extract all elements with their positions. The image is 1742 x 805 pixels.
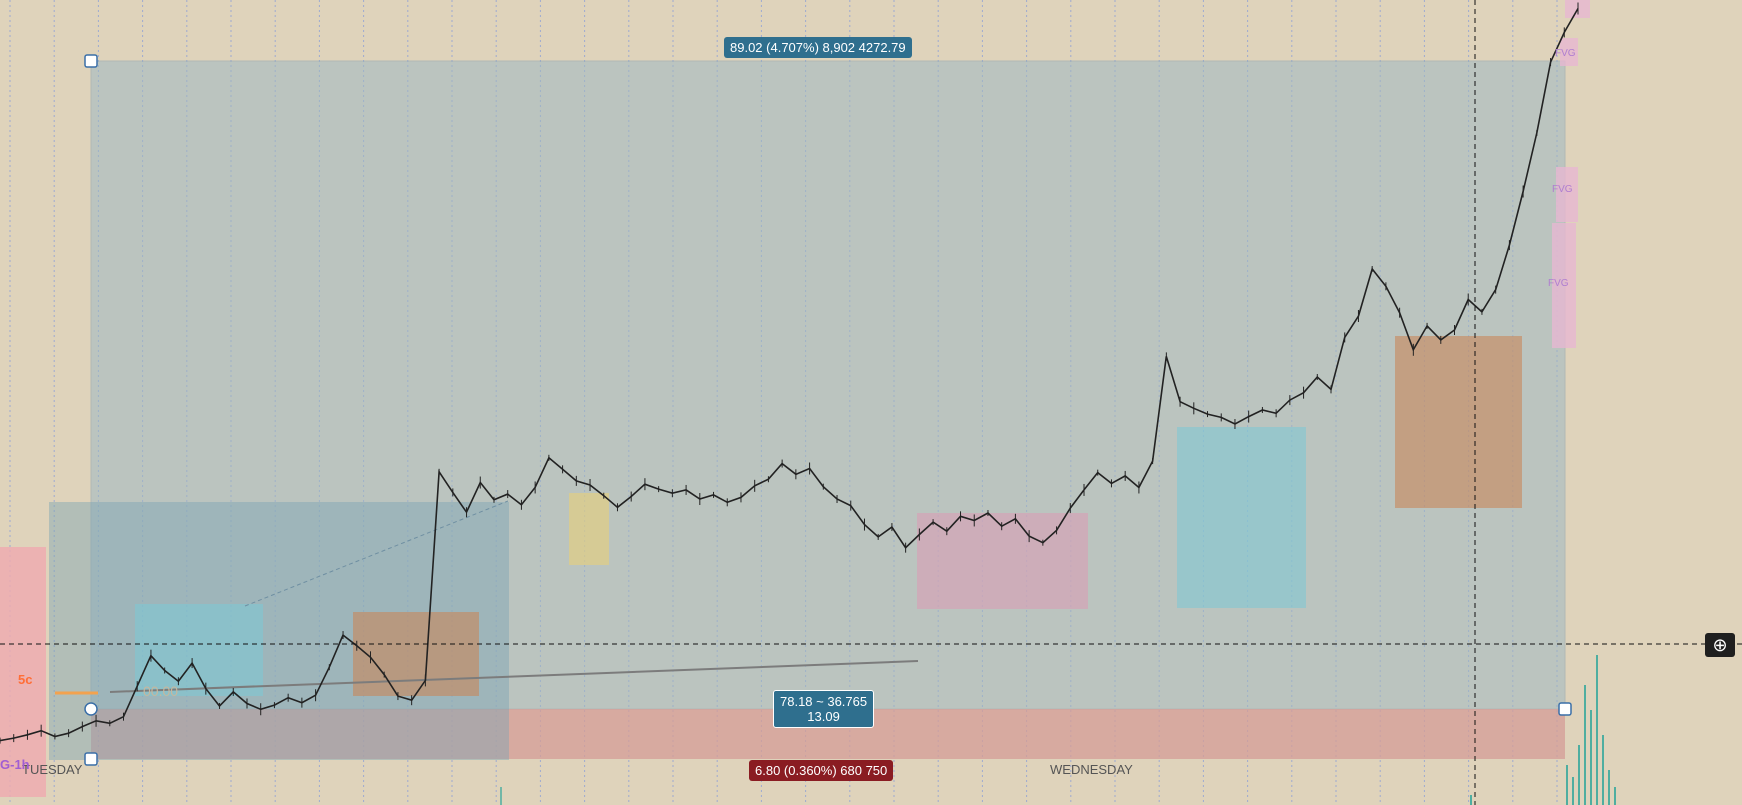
volume-bar [1470,795,1472,805]
measure-handle[interactable] [1558,702,1572,716]
volume-bar [500,787,502,805]
volume-bar [1572,777,1574,805]
trend-dashed-line [244,500,509,607]
wednesday-label: WEDNESDAY [1050,762,1133,777]
measure-handle[interactable] [84,54,98,68]
fvg-label-2: FVG [1552,184,1573,195]
volume-bar [1602,735,1604,805]
measure-area [90,60,1566,710]
fvg-strip-4 [1552,223,1576,348]
volume-bar [1590,710,1592,805]
left-pink-box [0,547,46,797]
fvg-strip-3 [1556,167,1578,222]
fvg-label-3: FVG [1548,278,1569,289]
highlight-boxes [0,0,1590,797]
teal-box-2 [1177,427,1306,608]
orange-box-2 [1395,336,1522,508]
fvg-strip-2 [1560,38,1578,66]
volume-bar [1584,685,1586,805]
faded-price-text: 00.00 [143,683,179,699]
volume-bar [1596,655,1598,805]
price-line-group [0,2,1579,744]
volume-bar [1614,787,1616,805]
volume-bar [1566,765,1568,805]
crosshair-add-icon[interactable]: ⊕ [1705,633,1735,657]
measure-handles[interactable] [84,54,1572,766]
left-purple-text: G-1h [0,757,30,772]
measure-top-label: 89.02 (4.707%) 8,902 4272.79 [724,37,912,58]
teal-box-1 [135,604,263,696]
measure-mid-label: 78.18 ~ 36.765 13.09 [773,690,875,728]
fvg-label-1: FVG [1555,48,1576,59]
pink-box [917,513,1088,609]
left-orange-text: 5c [18,672,33,687]
volume-bar [1608,770,1610,805]
volume-bar [1578,745,1580,805]
gray-line [109,660,919,693]
tuesday-label: TUESDAY [22,762,83,777]
volume-bars [500,655,1616,805]
yellow-box [569,493,609,565]
measure-bottom-label: 6.80 (0.360%) 680 750 [749,760,894,781]
orange-box-1 [353,612,479,696]
measure-handle[interactable] [84,702,98,716]
measure-handle[interactable] [84,752,98,766]
price-line [0,8,1579,742]
measure-mid-line1: 78.18 ~ 36.765 [780,694,868,709]
measure-mid-line2: 13.09 [807,709,840,724]
